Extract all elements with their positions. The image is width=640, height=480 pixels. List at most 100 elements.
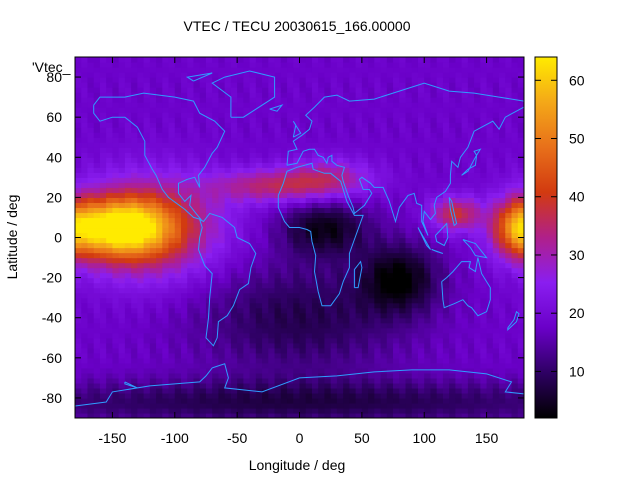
heatmap-cell (424, 97, 432, 103)
heatmap-cell (467, 217, 475, 224)
heatmap-cell (486, 327, 494, 334)
heatmap-cell (268, 407, 276, 414)
heatmap-cell (424, 67, 432, 73)
heatmap-cell (224, 252, 232, 259)
heatmap-cell (156, 122, 163, 128)
heatmap-cell (474, 152, 481, 158)
heatmap-cell (287, 232, 294, 239)
heatmap-cell (436, 292, 444, 299)
heatmap-cell (336, 237, 344, 244)
heatmap-cell (99, 172, 107, 178)
heatmap-cell (149, 347, 157, 354)
heatmap-cell (405, 117, 413, 123)
heatmap-cell (75, 382, 82, 389)
heatmap-cell (442, 342, 450, 349)
heatmap-cell (486, 172, 494, 178)
heatmap-cell (349, 107, 357, 113)
heatmap-cell (393, 227, 400, 234)
heatmap-cell (474, 187, 481, 193)
heatmap-cell (106, 372, 114, 379)
heatmap-cell (355, 252, 363, 259)
heatmap-cell (399, 307, 407, 314)
heatmap-cell (361, 107, 369, 113)
heatmap-cell (274, 357, 282, 364)
heatmap-cell (81, 307, 89, 314)
heatmap-cell (299, 107, 307, 113)
heatmap-cell (442, 122, 450, 128)
heatmap-cell (187, 252, 195, 259)
heatmap-cell (361, 212, 369, 219)
heatmap-cell (143, 107, 151, 113)
heatmap-cell (181, 372, 188, 379)
heatmap-cell (336, 327, 344, 334)
heatmap-cell (280, 317, 288, 324)
heatmap-cell (467, 132, 475, 138)
heatmap-cell (181, 202, 188, 209)
heatmap-cell (405, 382, 413, 389)
heatmap-cell (486, 247, 494, 254)
heatmap-cell (137, 242, 145, 249)
heatmap-cell (399, 227, 407, 234)
heatmap-cell (474, 292, 481, 299)
heatmap-cell (274, 392, 282, 399)
heatmap-cell (268, 282, 276, 289)
heatmap-cell (199, 302, 207, 309)
heatmap-cell (224, 287, 232, 294)
heatmap-cell (255, 322, 263, 329)
heatmap-cell (212, 127, 220, 133)
heatmap-cell (374, 322, 382, 329)
heatmap-cell (442, 302, 450, 309)
heatmap-cell (118, 367, 126, 374)
heatmap-cell (75, 167, 82, 173)
heatmap-cell (124, 192, 132, 198)
heatmap-cell (149, 137, 157, 143)
heatmap-cell (187, 202, 195, 209)
heatmap-cell (224, 127, 232, 133)
heatmap-cell (237, 97, 244, 103)
heatmap-cell (87, 387, 95, 394)
heatmap-cell (87, 147, 95, 153)
heatmap-cell (268, 312, 276, 319)
heatmap-cell (280, 197, 288, 203)
heatmap-cell (492, 352, 500, 359)
heatmap-cell (349, 97, 357, 103)
heatmap-cell (474, 272, 481, 279)
heatmap-cell (455, 377, 463, 384)
heatmap-cell (393, 97, 400, 103)
heatmap-cell (118, 217, 126, 224)
heatmap-cell (336, 342, 344, 349)
heatmap-cell (187, 377, 195, 384)
heatmap-cell (368, 77, 375, 83)
heatmap-cell (168, 337, 176, 344)
heatmap-cell (224, 407, 232, 414)
heatmap-cell (324, 317, 332, 324)
heatmap-cell (411, 117, 419, 123)
heatmap-cell (93, 92, 101, 98)
heatmap-cell (243, 92, 251, 98)
heatmap-cell (411, 132, 419, 138)
heatmap-cell (492, 82, 500, 88)
heatmap-cell (243, 182, 251, 188)
heatmap-cell (143, 202, 151, 209)
heatmap-cell (193, 207, 201, 214)
heatmap-cell (174, 167, 182, 173)
heatmap-cell (174, 62, 182, 68)
heatmap-cell (187, 402, 195, 409)
heatmap-cell (87, 322, 95, 329)
heatmap-cell (224, 77, 232, 83)
heatmap-cell (361, 217, 369, 224)
heatmap-cell (361, 277, 369, 284)
heatmap-cell (224, 212, 232, 219)
heatmap-cell (255, 252, 263, 259)
heatmap-cell (243, 197, 251, 203)
heatmap-cell (156, 62, 163, 68)
heatmap-cell (324, 107, 332, 113)
heatmap-cell (181, 302, 188, 309)
heatmap-cell (330, 202, 338, 209)
heatmap-cell (330, 197, 338, 203)
heatmap-cell (474, 77, 481, 83)
heatmap-cell (174, 282, 182, 289)
heatmap-cell (118, 307, 126, 314)
heatmap-cell (143, 287, 151, 294)
heatmap-cell (81, 342, 89, 349)
